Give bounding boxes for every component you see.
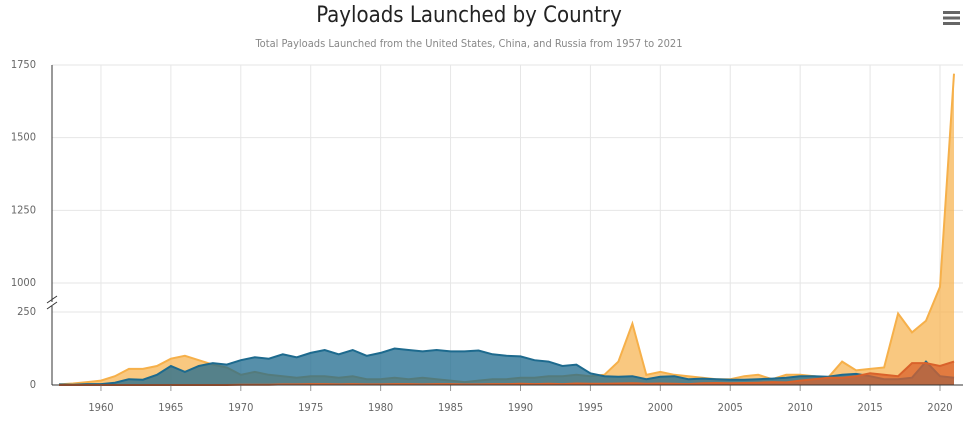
x-tick-label: 1960 <box>88 401 113 414</box>
menu-bar[interactable] <box>943 11 960 14</box>
menu-bar[interactable] <box>943 16 960 20</box>
menu-bar[interactable] <box>943 22 960 25</box>
area <box>59 361 954 385</box>
x-tick-label: 2015 <box>858 401 883 414</box>
x-tick-label: 2005 <box>718 401 743 414</box>
area-line <box>58 73 955 386</box>
x-tick-label: 2010 <box>788 401 813 414</box>
x-tick-label: 1970 <box>228 401 253 414</box>
chart-subtitle: Total Payloads Launched from the United … <box>254 37 682 50</box>
menu-icon[interactable] <box>943 11 960 25</box>
chart-title: Payloads Launched by Country <box>316 3 622 28</box>
y-tick-label: 250 <box>17 305 36 318</box>
x-tick-label: 1980 <box>368 401 393 414</box>
y-tick-label: 1000 <box>11 276 36 289</box>
x-tick-label: 1995 <box>578 401 603 414</box>
x-tick-label: 2020 <box>927 401 952 414</box>
areas <box>58 73 955 386</box>
y-tick-label: 0 <box>30 378 36 391</box>
area <box>59 73 954 385</box>
x-tick-label: 1985 <box>438 401 463 414</box>
axes: 1960 1965 1970 1975 1980 1985 1990 1995 2000 2005… <box>11 58 963 414</box>
x-tick-label: 1965 <box>158 401 183 414</box>
y-tick-label: 1500 <box>11 131 36 144</box>
y-tick-label: 1250 <box>11 203 36 216</box>
axis-break <box>46 295 58 304</box>
x-tick-label: 2000 <box>648 401 673 414</box>
area-line <box>58 347 955 386</box>
area <box>59 348 954 385</box>
grid <box>52 64 963 386</box>
x-tick-label: 1990 <box>508 401 533 414</box>
x-tick-label: 1975 <box>298 401 323 414</box>
y-tick-label: 1750 <box>11 58 36 71</box>
axis-break <box>46 301 58 310</box>
